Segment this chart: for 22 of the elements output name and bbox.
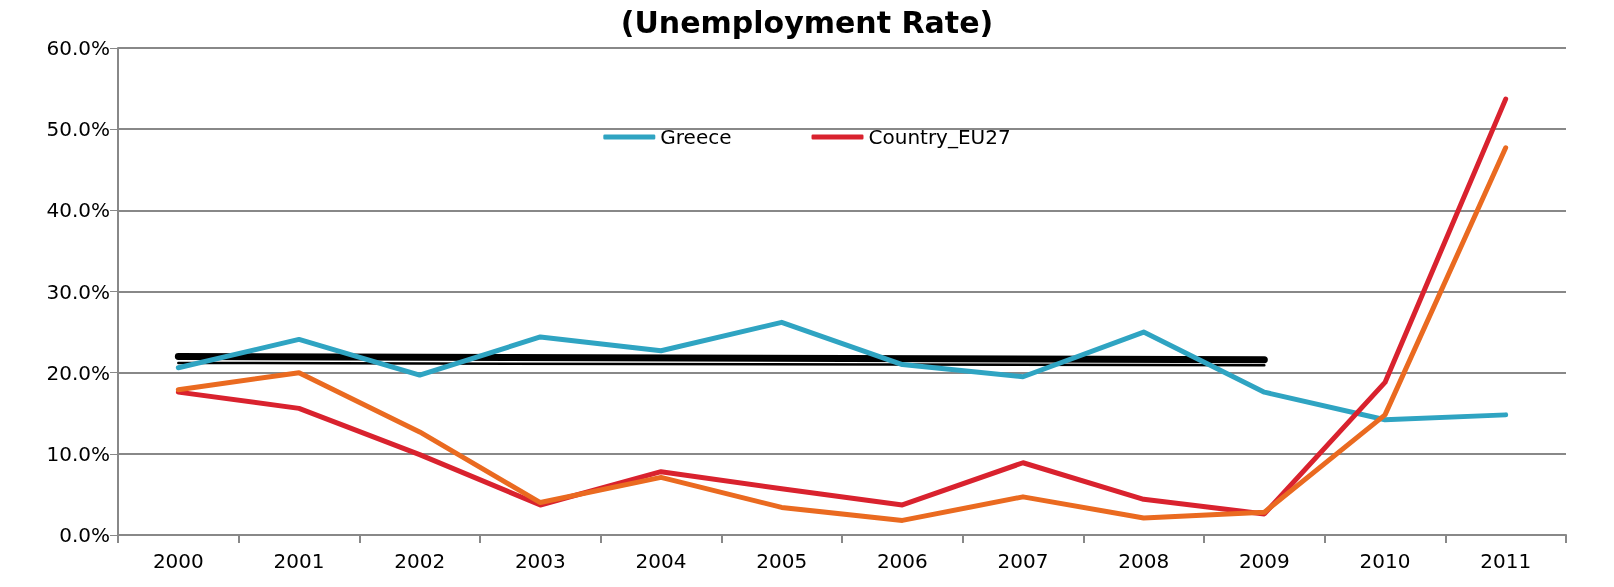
y-tick-label: 10.0% <box>46 441 110 466</box>
x-tick-label: 2005 <box>756 549 808 573</box>
y-tick-label: 0.0% <box>59 523 110 547</box>
x-tick-label: 2006 <box>876 549 928 573</box>
y-tick-label: 60.0% <box>46 36 110 60</box>
x-tick-label: 2010 <box>1359 549 1411 573</box>
x-tick-label: 2003 <box>514 549 566 573</box>
x-tick-label: 2000 <box>152 549 204 573</box>
y-tick-label: 20.0% <box>46 360 110 385</box>
legend-label: Greece <box>660 125 732 149</box>
chart-title: (Unemployment Rate) <box>620 4 994 40</box>
y-tick-label: 40.0% <box>46 198 110 223</box>
y-tick-label: 30.0% <box>46 279 110 304</box>
x-tick-label: 2001 <box>273 549 325 573</box>
x-tick-label: 2002 <box>394 549 446 573</box>
x-tick-label: 2004 <box>635 549 687 573</box>
x-tick-label: 2007 <box>997 549 1049 573</box>
x-tick-label: 2009 <box>1238 549 1290 573</box>
legend-label: Country_EU27 <box>868 125 1011 149</box>
x-tick-label: 2011 <box>1480 549 1532 573</box>
y-tick-label: 50.0% <box>46 117 110 142</box>
x-tick-label: 2008 <box>1118 549 1170 573</box>
